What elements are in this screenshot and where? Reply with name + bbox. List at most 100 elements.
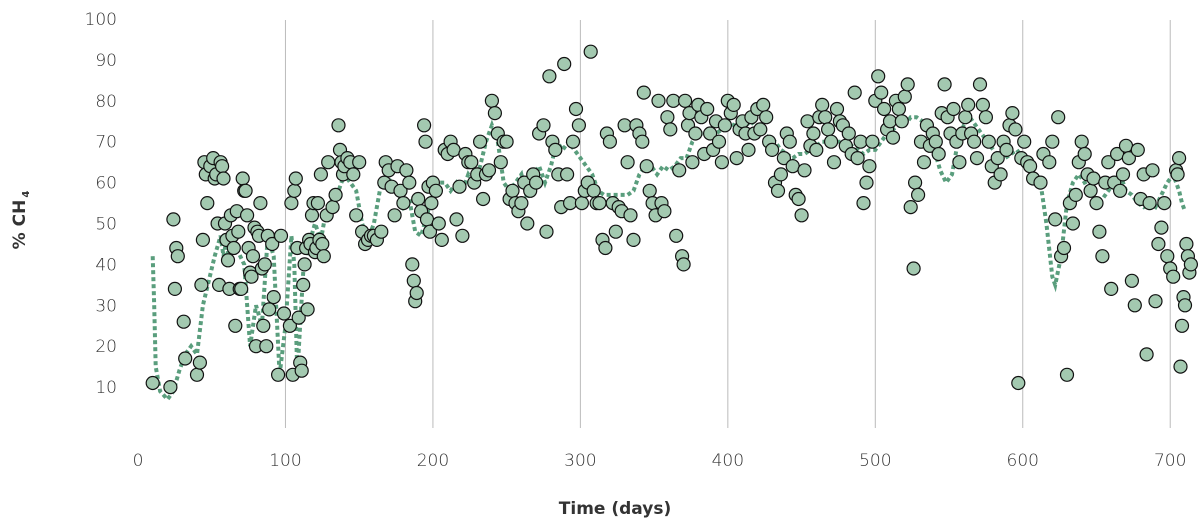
data-point (900, 77, 915, 92)
data-point (434, 232, 449, 247)
data-point (178, 351, 193, 366)
data-point (310, 196, 325, 211)
data-point (1179, 236, 1194, 252)
data-point (481, 163, 497, 178)
data-point (818, 110, 833, 125)
y-axis-title-subscript: 4 (21, 191, 32, 198)
data-point (1092, 224, 1107, 239)
data-point (916, 155, 932, 170)
data-point (891, 101, 907, 117)
data-point (296, 277, 311, 292)
data-point (411, 191, 426, 207)
data-point (823, 134, 839, 149)
data-point (826, 155, 842, 170)
data-point (557, 56, 572, 72)
data-point (931, 146, 946, 162)
x-tick-label-500: 500 (859, 451, 891, 471)
data-point (220, 253, 236, 268)
data-point (1017, 134, 1032, 149)
data-point (677, 93, 693, 108)
data-point (946, 101, 961, 117)
data-point (418, 134, 433, 149)
data-point (331, 118, 346, 133)
data-point (598, 240, 613, 256)
data-point (969, 151, 985, 166)
data-point (620, 155, 635, 170)
data-point (676, 257, 691, 272)
data-point (449, 212, 464, 227)
data-point (907, 175, 923, 190)
data-point (1157, 196, 1172, 211)
data-point (244, 269, 259, 284)
data-point (464, 155, 479, 170)
x-tick-label-100: 100 (269, 451, 301, 471)
data-point (1177, 298, 1193, 313)
data-point (635, 134, 650, 149)
data-point (520, 216, 535, 231)
data-point (189, 367, 205, 382)
data-point (815, 97, 830, 113)
y-tick-label-100: 100 (85, 10, 117, 30)
data-point (759, 110, 774, 125)
data-point (291, 310, 306, 325)
data-point (1148, 294, 1163, 309)
data-point (1089, 196, 1104, 211)
data-point (417, 118, 432, 133)
data-point (882, 114, 898, 129)
data-point (548, 142, 563, 157)
data-point (1115, 167, 1131, 182)
data-point (1183, 257, 1199, 272)
data-point (990, 151, 1005, 166)
data-point (1121, 151, 1137, 166)
data-point (266, 290, 281, 305)
y-tick-label-80: 80 (95, 92, 117, 112)
data-point (961, 97, 976, 113)
data-point (166, 212, 181, 227)
data-point (163, 380, 178, 395)
data-point (666, 93, 681, 108)
data-point (559, 167, 575, 182)
x-axis-ticks: 0 100 200 300 400 500 600 700 (133, 451, 1187, 471)
data-point (328, 187, 343, 202)
x-tick-label-300: 300 (564, 451, 596, 471)
data-point (325, 200, 340, 215)
data-point (785, 159, 800, 174)
data-point (473, 134, 488, 149)
data-point (300, 302, 315, 317)
data-point (685, 155, 700, 170)
data-point (1048, 212, 1063, 227)
data-point (539, 224, 554, 239)
data-point (352, 155, 367, 170)
data-point (1160, 249, 1175, 264)
data-point (259, 339, 274, 354)
data-point (906, 261, 921, 276)
data-point (195, 232, 210, 247)
data-point (424, 196, 439, 211)
data-point (234, 281, 249, 296)
data-point (262, 302, 277, 317)
data-point (284, 196, 299, 211)
data-point (231, 224, 246, 239)
data-point (1145, 163, 1160, 178)
data-point (294, 363, 309, 378)
data-point (1005, 105, 1020, 121)
data-point (170, 249, 185, 264)
data-point (1011, 375, 1026, 391)
data-point (729, 151, 744, 166)
data-point (1065, 216, 1081, 231)
data-point (897, 89, 912, 104)
data-point (626, 232, 641, 247)
data-point (1051, 110, 1066, 125)
data-point (226, 240, 241, 256)
data-point (928, 134, 943, 149)
data-point (1083, 183, 1098, 198)
data-point (240, 208, 255, 223)
data-point (809, 142, 824, 157)
data-point (1124, 273, 1140, 288)
data-point (1142, 196, 1157, 211)
data-point (1086, 171, 1101, 186)
data-point (455, 228, 470, 243)
x-axis-title: Time (days) (559, 499, 671, 519)
data-point (1077, 146, 1092, 162)
data-point (273, 228, 289, 243)
